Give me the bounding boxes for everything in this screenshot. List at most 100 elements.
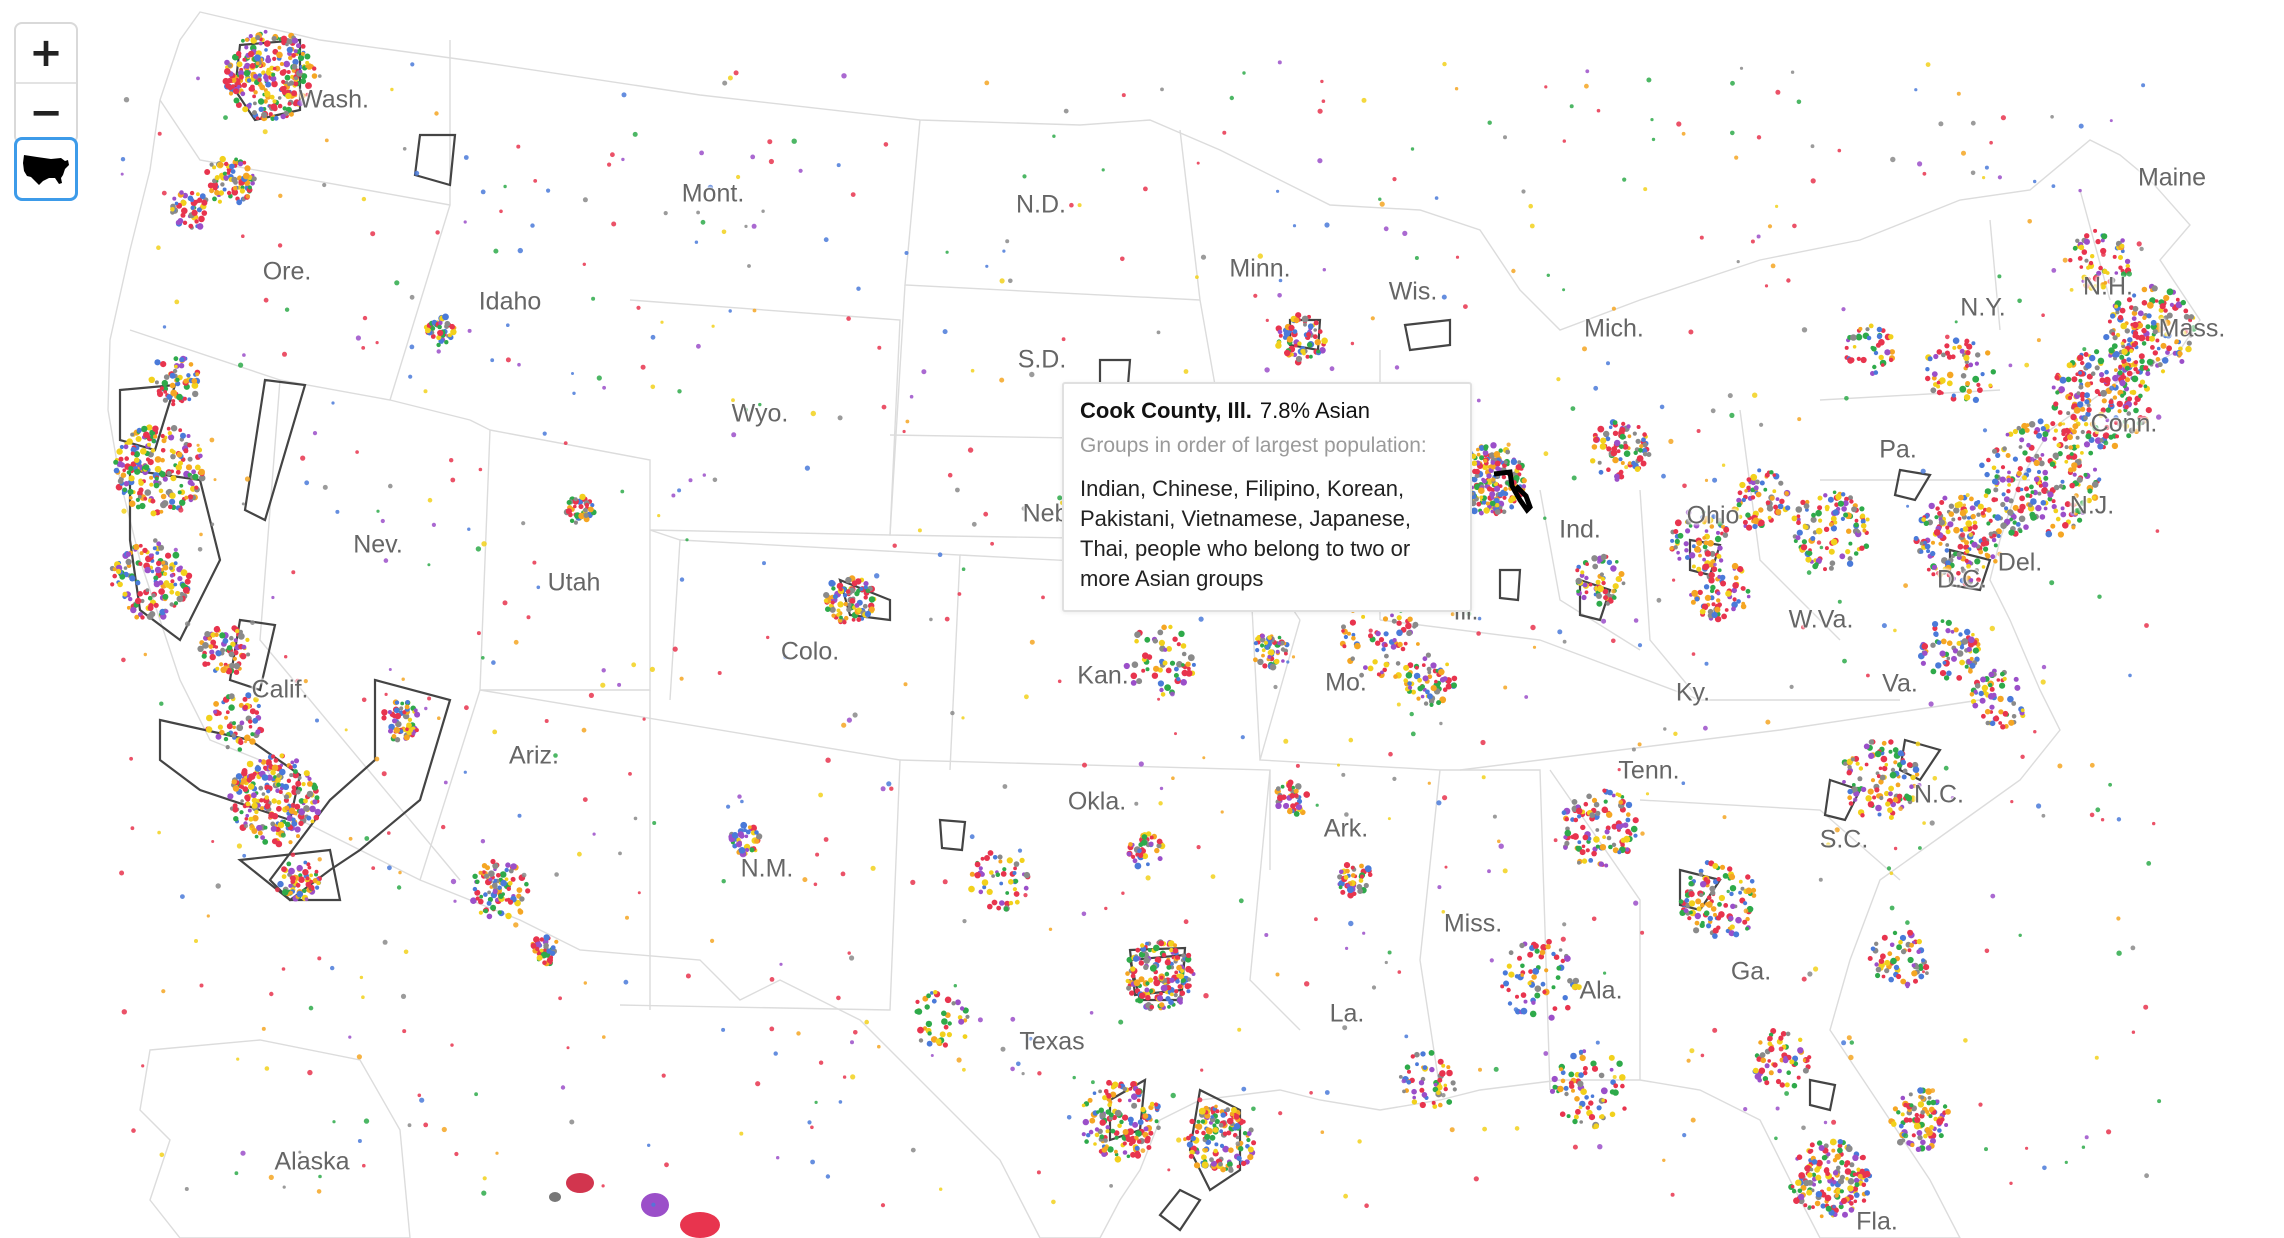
population-dot	[483, 908, 489, 914]
population-dot	[1622, 1106, 1627, 1111]
population-dot	[159, 471, 166, 478]
alaska-outline	[139, 1039, 411, 1238]
population-dot	[226, 723, 233, 730]
population-dot	[2022, 475, 2027, 481]
population-dot	[128, 596, 133, 602]
population-dot	[843, 615, 849, 621]
population-dot	[2019, 495, 2025, 502]
population-dot	[2155, 357, 2161, 362]
population-dot	[2095, 238, 2101, 245]
population-dot	[1107, 1102, 1112, 1108]
population-dot	[2131, 375, 2139, 383]
population-dot	[154, 476, 159, 481]
population-dot	[1874, 787, 1880, 793]
population-dot	[1786, 1070, 1791, 1075]
population-dot	[842, 620, 847, 625]
population-dot	[1900, 1112, 1905, 1117]
population-dot	[1210, 1115, 1214, 1119]
population-dot	[2012, 456, 2018, 462]
population-dot	[1438, 1102, 1443, 1108]
population-dot	[1612, 456, 1619, 464]
population-dot	[1618, 571, 1625, 577]
population-dot	[1930, 387, 1937, 394]
population-dot	[1570, 834, 1575, 840]
population-dot	[488, 870, 495, 877]
population-dot	[2067, 434, 2073, 441]
population-dot	[1911, 1133, 1916, 1138]
population-dot	[251, 802, 258, 809]
population-dot	[1136, 678, 1143, 685]
population-dot	[1411, 1088, 1417, 1095]
population-dot	[1940, 619, 1945, 623]
population-dot	[1359, 863, 1364, 869]
population-dot	[1961, 638, 1969, 645]
population-dot	[225, 710, 230, 715]
population-dot	[192, 390, 199, 398]
population-dot	[1990, 554, 1996, 560]
population-dot	[1969, 656, 1974, 661]
population-dot	[161, 560, 166, 565]
population-dot	[1836, 1165, 1841, 1171]
population-dot	[232, 185, 238, 191]
population-dot	[286, 778, 292, 783]
population-dot	[170, 475, 177, 482]
population-dot	[209, 653, 216, 661]
population-dot	[1564, 1091, 1569, 1097]
population-dot	[1811, 1159, 1818, 1165]
population-dot	[1915, 1146, 1922, 1153]
population-dot	[214, 175, 220, 181]
population-dot	[271, 754, 276, 759]
population-dot	[1183, 1137, 1187, 1142]
population-dot	[263, 765, 268, 771]
population-dot	[2131, 316, 2137, 321]
population-dot	[170, 425, 178, 432]
population-dot	[1172, 943, 1178, 948]
population-dot	[1953, 627, 1959, 633]
population-dot	[1825, 1171, 1830, 1177]
population-dot	[1888, 785, 1894, 792]
population-dot	[140, 615, 145, 620]
population-dot	[1930, 642, 1936, 648]
population-dot	[158, 544, 165, 551]
population-dot	[214, 632, 219, 637]
population-dot	[1504, 460, 1508, 465]
population-dot	[1158, 639, 1165, 647]
population-dot	[280, 113, 286, 120]
population-dot	[130, 606, 137, 614]
population-dot	[198, 453, 203, 459]
population-dot	[1814, 1200, 1821, 1207]
population-dot	[829, 603, 833, 608]
population-dot	[1402, 1089, 1406, 1094]
population-dot	[393, 707, 400, 714]
population-dot	[395, 721, 402, 728]
population-dot	[242, 160, 247, 165]
population-dot	[2083, 415, 2088, 421]
population-dot	[438, 320, 443, 326]
population-dot	[287, 101, 292, 106]
population-dot	[1476, 501, 1482, 507]
population-dot	[1845, 1176, 1849, 1181]
population-dot	[1567, 978, 1573, 984]
population-dot	[149, 475, 154, 480]
population-dot	[1802, 1067, 1809, 1074]
population-dot	[2152, 350, 2158, 356]
population-dot	[206, 714, 213, 722]
population-dot	[1757, 1077, 1762, 1083]
population-dot	[1189, 1149, 1195, 1156]
population-dot	[2068, 445, 2074, 450]
population-dot	[1132, 858, 1138, 864]
population-dot	[394, 737, 401, 743]
population-dot	[287, 38, 293, 45]
population-dot	[1432, 1104, 1438, 1109]
population-dot	[1122, 1114, 1129, 1121]
population-dot	[2150, 345, 2155, 350]
population-dot	[265, 759, 272, 766]
population-dot	[1521, 478, 1527, 484]
population-dot	[293, 769, 298, 774]
population-dot	[2103, 334, 2110, 341]
population-dot	[1585, 848, 1590, 853]
population-dot	[1940, 638, 1947, 645]
population-dot	[1742, 519, 1748, 525]
